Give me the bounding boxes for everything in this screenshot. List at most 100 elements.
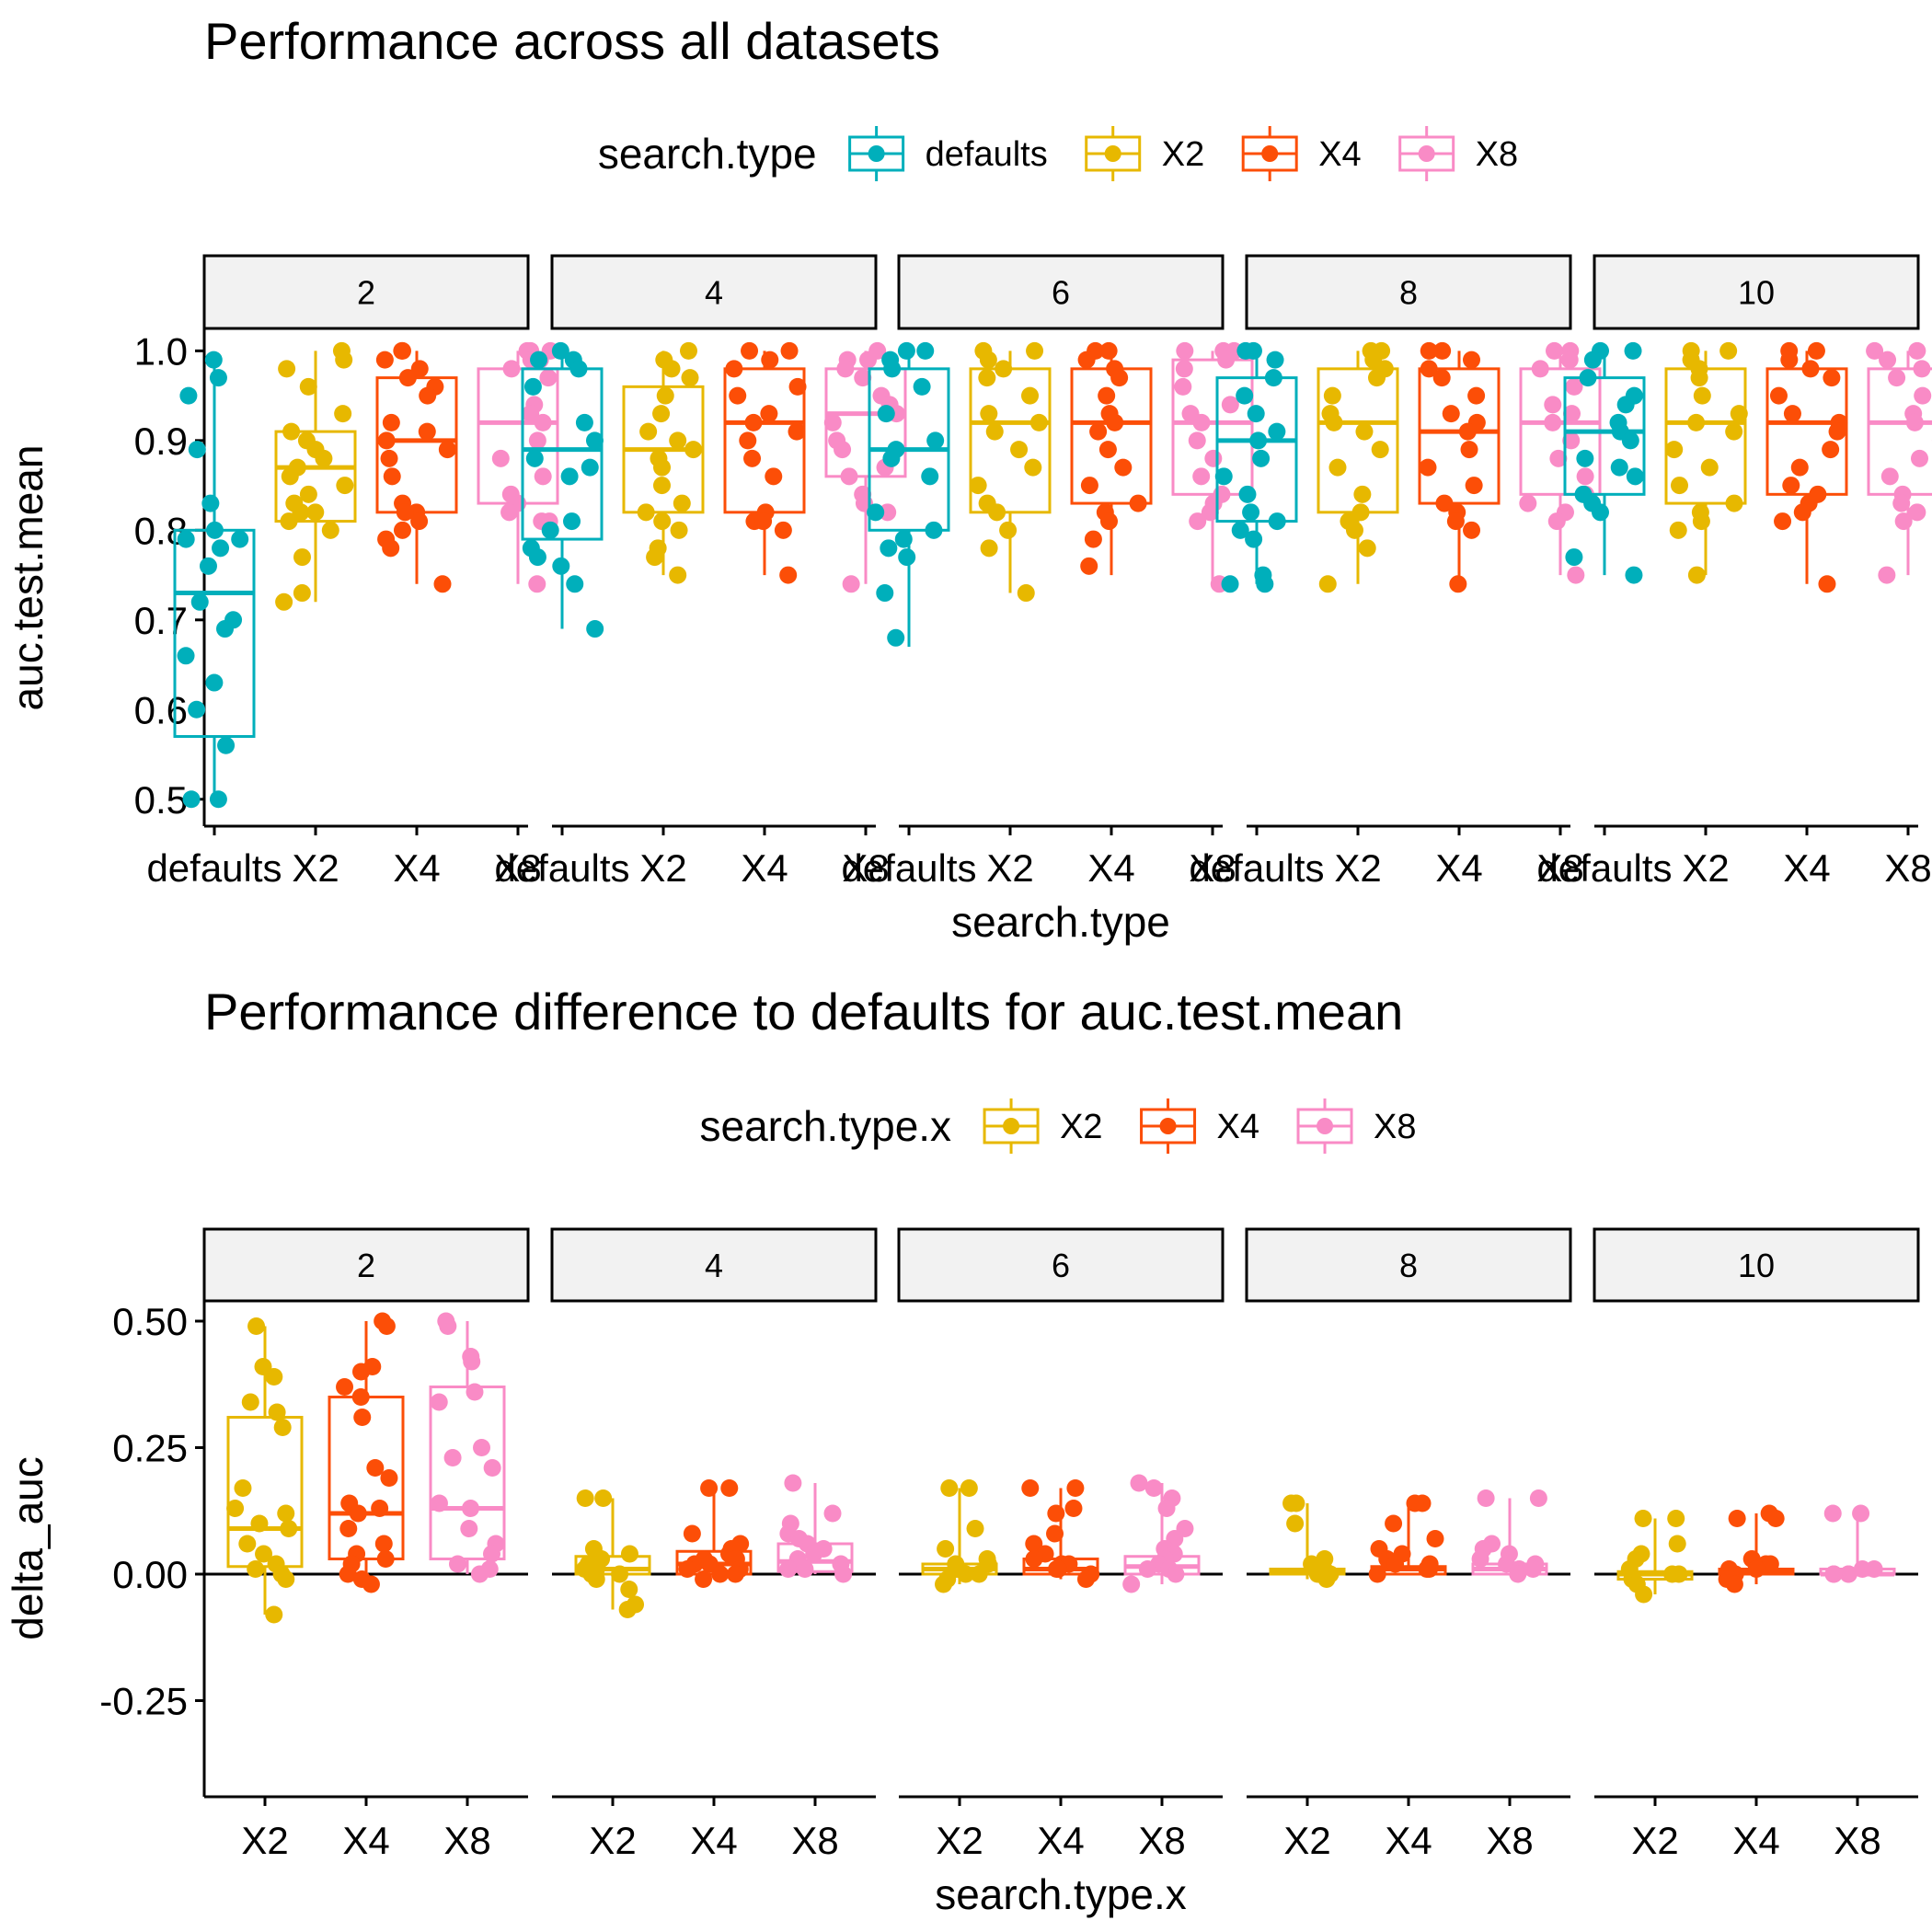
- data-point: [1371, 441, 1389, 459]
- box-X2: [226, 1317, 304, 1624]
- box-X2: [921, 1479, 998, 1593]
- data-point: [940, 1479, 959, 1497]
- data-point: [926, 431, 945, 450]
- data-point: [1807, 341, 1825, 360]
- data-point: [877, 405, 895, 423]
- x-tick-label: X2: [589, 1819, 636, 1862]
- data-point: [1064, 1500, 1083, 1517]
- data-point: [502, 360, 521, 378]
- data-point: [321, 521, 339, 539]
- data-point: [339, 1565, 357, 1583]
- data-point: [1576, 449, 1594, 467]
- data-point: [779, 566, 798, 584]
- data-point: [1355, 422, 1374, 441]
- data-point: [1433, 341, 1452, 360]
- box-defaults: [1563, 341, 1646, 584]
- data-point: [277, 1504, 295, 1523]
- x-tick-label: X4: [1783, 846, 1830, 890]
- data-point: [534, 467, 552, 486]
- data-point: [1106, 413, 1124, 431]
- x-tick-label: X8: [1536, 846, 1583, 890]
- legend-key-point: [1104, 145, 1121, 162]
- data-point: [1419, 458, 1437, 477]
- y-axis: 0.50.60.70.80.91.0: [134, 329, 204, 822]
- data-point: [1167, 1565, 1185, 1583]
- data-point: [1730, 405, 1748, 423]
- data-point: [1021, 1479, 1040, 1497]
- x-tick-label: X4: [690, 1819, 737, 1862]
- data-point: [1386, 1555, 1405, 1573]
- chart-1: Performance across all datasets search.ty…: [4, 12, 1932, 946]
- data-point: [552, 557, 570, 575]
- data-point: [581, 458, 599, 477]
- facet-label-2: 2: [357, 274, 375, 312]
- data-point: [700, 1479, 719, 1497]
- data-point: [382, 539, 400, 558]
- data-point: [761, 351, 779, 369]
- data-point: [1174, 377, 1192, 396]
- data-point: [594, 1489, 613, 1507]
- data-point: [1524, 1560, 1542, 1578]
- data-point: [216, 620, 235, 638]
- data-point: [380, 449, 398, 467]
- x-axis-label: search.type: [951, 898, 1170, 946]
- data-point: [1353, 485, 1372, 503]
- data-point: [840, 467, 858, 486]
- data-point: [1236, 386, 1254, 405]
- data-point: [1560, 351, 1579, 369]
- data-point: [1114, 458, 1133, 477]
- x-tick-label: defaults: [494, 846, 629, 890]
- y-axis-label: delta_auc: [4, 1456, 52, 1640]
- data-point: [1576, 467, 1594, 486]
- data-point: [277, 1570, 295, 1588]
- data-point: [1545, 341, 1563, 360]
- data-point: [1544, 396, 1562, 414]
- data-point: [1818, 575, 1836, 593]
- data-point: [620, 1581, 638, 1598]
- y-tick-label: 0.00: [112, 1553, 188, 1596]
- data-point: [1766, 1510, 1785, 1527]
- box-X8: [823, 341, 907, 593]
- data-point: [1435, 494, 1454, 512]
- box-body: [1215, 376, 1298, 523]
- data-point: [1144, 1479, 1163, 1497]
- data-point: [273, 1419, 292, 1436]
- data-point: [339, 1520, 358, 1537]
- y-tick-label: 1.0: [134, 329, 188, 373]
- panel-4: 4 defaults X2 X4 X8: [494, 254, 907, 890]
- data-point: [842, 575, 860, 593]
- data-point: [1866, 341, 1884, 360]
- data-point: [293, 548, 312, 567]
- data-point: [1358, 539, 1376, 558]
- box-defaults: [1214, 341, 1298, 593]
- box-X2: [1317, 341, 1399, 593]
- data-point: [1894, 512, 1913, 531]
- x-tick-label: X4: [1087, 846, 1134, 890]
- data-point: [1282, 1494, 1301, 1512]
- data-point: [639, 422, 658, 441]
- box-defaults: [867, 341, 950, 648]
- data-point: [466, 1383, 484, 1401]
- data-point: [859, 351, 878, 369]
- y-tick-label: 0.7: [134, 599, 188, 642]
- data-point: [1024, 458, 1042, 477]
- data-point: [1547, 512, 1566, 531]
- data-point: [1175, 360, 1193, 378]
- x-tick-label: X8: [494, 846, 541, 890]
- data-point: [779, 1560, 798, 1578]
- data-point: [669, 566, 687, 584]
- data-point: [1635, 1585, 1653, 1604]
- data-point: [834, 441, 852, 459]
- data-point: [1669, 521, 1687, 539]
- facet-strip: [202, 1227, 530, 1303]
- data-point: [970, 1565, 988, 1583]
- data-point: [774, 521, 792, 539]
- data-point: [1888, 369, 1906, 387]
- data-point: [280, 1520, 298, 1537]
- box-body: [429, 1386, 506, 1560]
- data-point: [760, 405, 778, 423]
- data-point: [587, 1570, 605, 1588]
- y-tick-label: 0.6: [134, 688, 188, 731]
- box-X2: [622, 341, 705, 584]
